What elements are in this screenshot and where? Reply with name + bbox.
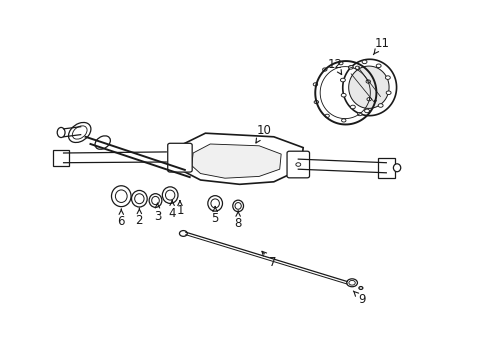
Ellipse shape xyxy=(325,114,329,117)
Ellipse shape xyxy=(392,164,400,172)
Ellipse shape xyxy=(58,152,69,164)
Text: 10: 10 xyxy=(255,124,271,143)
Ellipse shape xyxy=(358,287,362,289)
Ellipse shape xyxy=(346,279,357,287)
Ellipse shape xyxy=(366,80,370,83)
Ellipse shape xyxy=(179,231,187,237)
Ellipse shape xyxy=(386,91,390,95)
Ellipse shape xyxy=(350,105,355,109)
Ellipse shape xyxy=(341,93,346,97)
Ellipse shape xyxy=(72,126,87,139)
Ellipse shape xyxy=(313,83,317,86)
Ellipse shape xyxy=(354,66,359,69)
Ellipse shape xyxy=(60,153,67,162)
Ellipse shape xyxy=(95,136,110,149)
Text: 5: 5 xyxy=(211,207,219,225)
Polygon shape xyxy=(178,133,303,184)
Ellipse shape xyxy=(385,76,389,80)
Ellipse shape xyxy=(68,122,91,143)
Text: 12: 12 xyxy=(327,58,342,75)
Text: 1: 1 xyxy=(176,201,183,217)
Ellipse shape xyxy=(366,98,370,101)
Ellipse shape xyxy=(57,127,65,138)
Text: 9: 9 xyxy=(353,291,365,306)
Text: 11: 11 xyxy=(373,37,389,55)
Ellipse shape xyxy=(380,160,391,175)
FancyBboxPatch shape xyxy=(53,150,69,166)
Text: 8: 8 xyxy=(234,211,242,230)
Ellipse shape xyxy=(322,68,326,71)
Text: 7: 7 xyxy=(262,251,276,269)
Ellipse shape xyxy=(361,60,366,64)
Ellipse shape xyxy=(341,119,345,122)
FancyBboxPatch shape xyxy=(286,151,309,178)
Text: 6: 6 xyxy=(117,209,125,228)
FancyBboxPatch shape xyxy=(377,158,394,177)
Text: 3: 3 xyxy=(153,203,161,222)
Text: 2: 2 xyxy=(135,208,143,227)
Text: 4: 4 xyxy=(168,201,176,220)
Polygon shape xyxy=(191,144,281,178)
Ellipse shape xyxy=(377,104,382,107)
Ellipse shape xyxy=(338,62,343,65)
Ellipse shape xyxy=(357,112,361,116)
Ellipse shape xyxy=(295,163,300,166)
FancyBboxPatch shape xyxy=(167,143,192,172)
Ellipse shape xyxy=(340,78,345,82)
Polygon shape xyxy=(342,59,396,116)
Ellipse shape xyxy=(364,109,369,113)
Polygon shape xyxy=(348,66,388,108)
Ellipse shape xyxy=(375,64,380,68)
Ellipse shape xyxy=(348,280,354,285)
Ellipse shape xyxy=(313,100,318,104)
Ellipse shape xyxy=(348,66,353,69)
